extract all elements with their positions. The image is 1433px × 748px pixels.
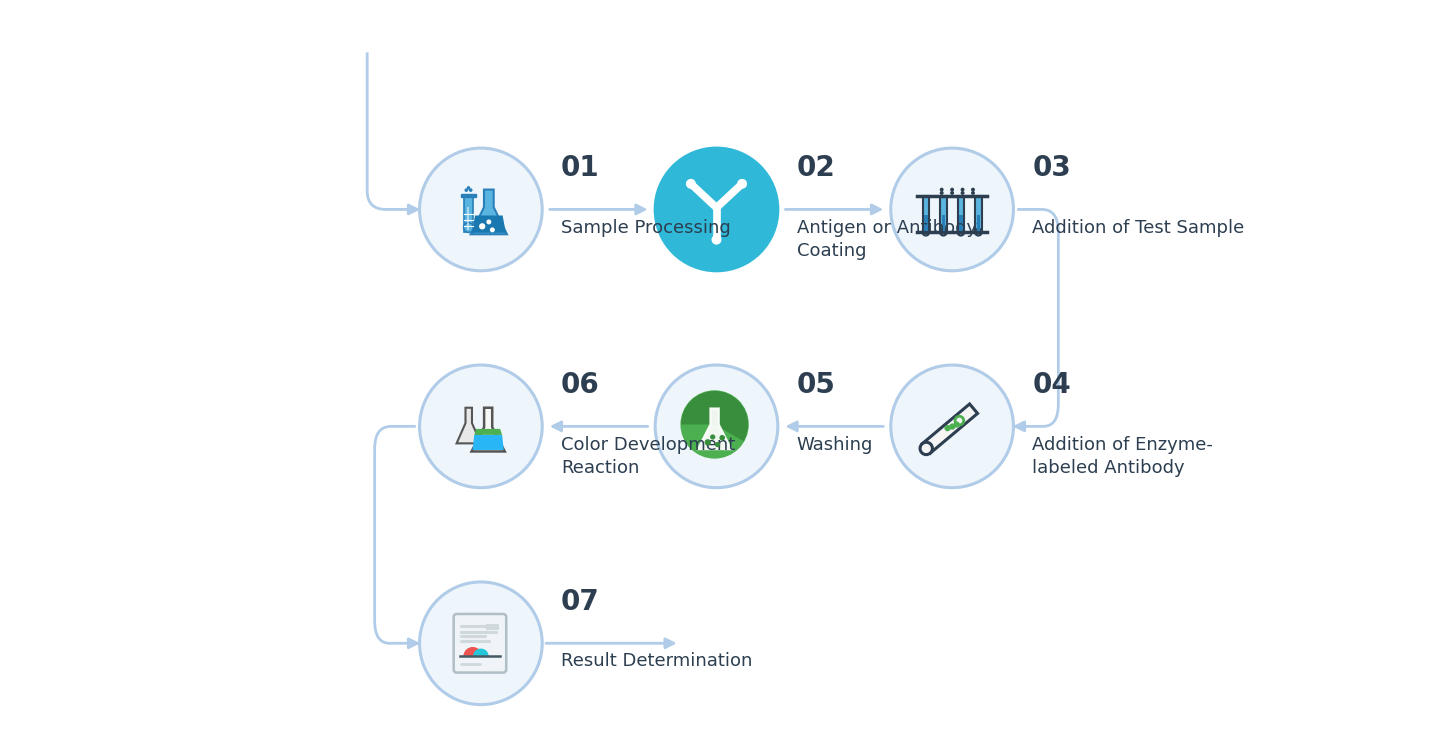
Polygon shape <box>698 408 731 450</box>
Bar <box>974 196 982 232</box>
Circle shape <box>940 229 947 236</box>
Wedge shape <box>473 649 489 657</box>
Circle shape <box>946 426 950 431</box>
Text: Addition of Test Sample: Addition of Test Sample <box>1032 218 1244 236</box>
Circle shape <box>420 582 542 705</box>
Text: Sample Processing: Sample Processing <box>560 218 731 236</box>
Circle shape <box>891 365 1013 488</box>
Circle shape <box>952 191 953 194</box>
Circle shape <box>681 391 748 458</box>
Bar <box>923 196 929 232</box>
Bar <box>940 196 947 232</box>
Circle shape <box>705 440 711 445</box>
Polygon shape <box>473 435 504 450</box>
Text: Result Determination: Result Determination <box>560 652 752 670</box>
Polygon shape <box>457 408 481 444</box>
Text: Color Development
Reaction: Color Development Reaction <box>560 435 735 477</box>
Text: 04: 04 <box>1032 371 1070 399</box>
Wedge shape <box>681 391 748 441</box>
Circle shape <box>490 228 494 232</box>
Polygon shape <box>470 189 507 234</box>
Circle shape <box>738 180 747 188</box>
Circle shape <box>957 229 964 236</box>
Bar <box>464 197 473 233</box>
Circle shape <box>972 191 974 194</box>
Circle shape <box>954 422 959 427</box>
Circle shape <box>420 148 542 271</box>
Bar <box>467 207 470 230</box>
Circle shape <box>420 365 542 488</box>
Circle shape <box>464 223 473 233</box>
Text: 03: 03 <box>1032 154 1070 182</box>
Circle shape <box>950 424 954 429</box>
Polygon shape <box>471 215 506 233</box>
Bar <box>957 196 964 232</box>
Text: Addition of Enzyme-
labeled Antibody: Addition of Enzyme- labeled Antibody <box>1032 435 1212 477</box>
Circle shape <box>655 148 778 271</box>
Text: 02: 02 <box>797 154 835 182</box>
Circle shape <box>487 220 490 224</box>
Bar <box>486 625 499 630</box>
Circle shape <box>467 187 470 189</box>
Bar <box>924 215 927 230</box>
Circle shape <box>940 188 943 191</box>
Bar <box>941 215 946 230</box>
Circle shape <box>972 188 974 191</box>
FancyBboxPatch shape <box>454 614 506 672</box>
Polygon shape <box>923 404 977 453</box>
Polygon shape <box>471 408 504 452</box>
Bar <box>461 194 476 197</box>
Circle shape <box>891 148 1013 271</box>
Wedge shape <box>463 647 483 657</box>
Circle shape <box>712 236 721 244</box>
Text: 06: 06 <box>560 371 599 399</box>
Circle shape <box>962 188 964 191</box>
Circle shape <box>466 189 467 191</box>
Circle shape <box>715 443 719 447</box>
Text: Washing: Washing <box>797 435 873 453</box>
Circle shape <box>952 188 953 191</box>
Circle shape <box>711 435 715 439</box>
Circle shape <box>721 435 724 440</box>
Circle shape <box>923 229 929 236</box>
Text: 07: 07 <box>560 588 599 616</box>
Circle shape <box>974 229 982 236</box>
Circle shape <box>480 224 484 229</box>
Polygon shape <box>474 429 502 435</box>
Circle shape <box>920 442 933 455</box>
Circle shape <box>962 191 964 194</box>
Text: 05: 05 <box>797 371 835 399</box>
Circle shape <box>655 365 778 488</box>
Bar <box>959 215 963 230</box>
Circle shape <box>686 180 695 188</box>
Text: 01: 01 <box>560 154 599 182</box>
Bar <box>976 215 980 230</box>
Circle shape <box>940 191 943 194</box>
Text: Antigen or Antibody
Coating: Antigen or Antibody Coating <box>797 218 977 260</box>
Circle shape <box>470 189 471 191</box>
